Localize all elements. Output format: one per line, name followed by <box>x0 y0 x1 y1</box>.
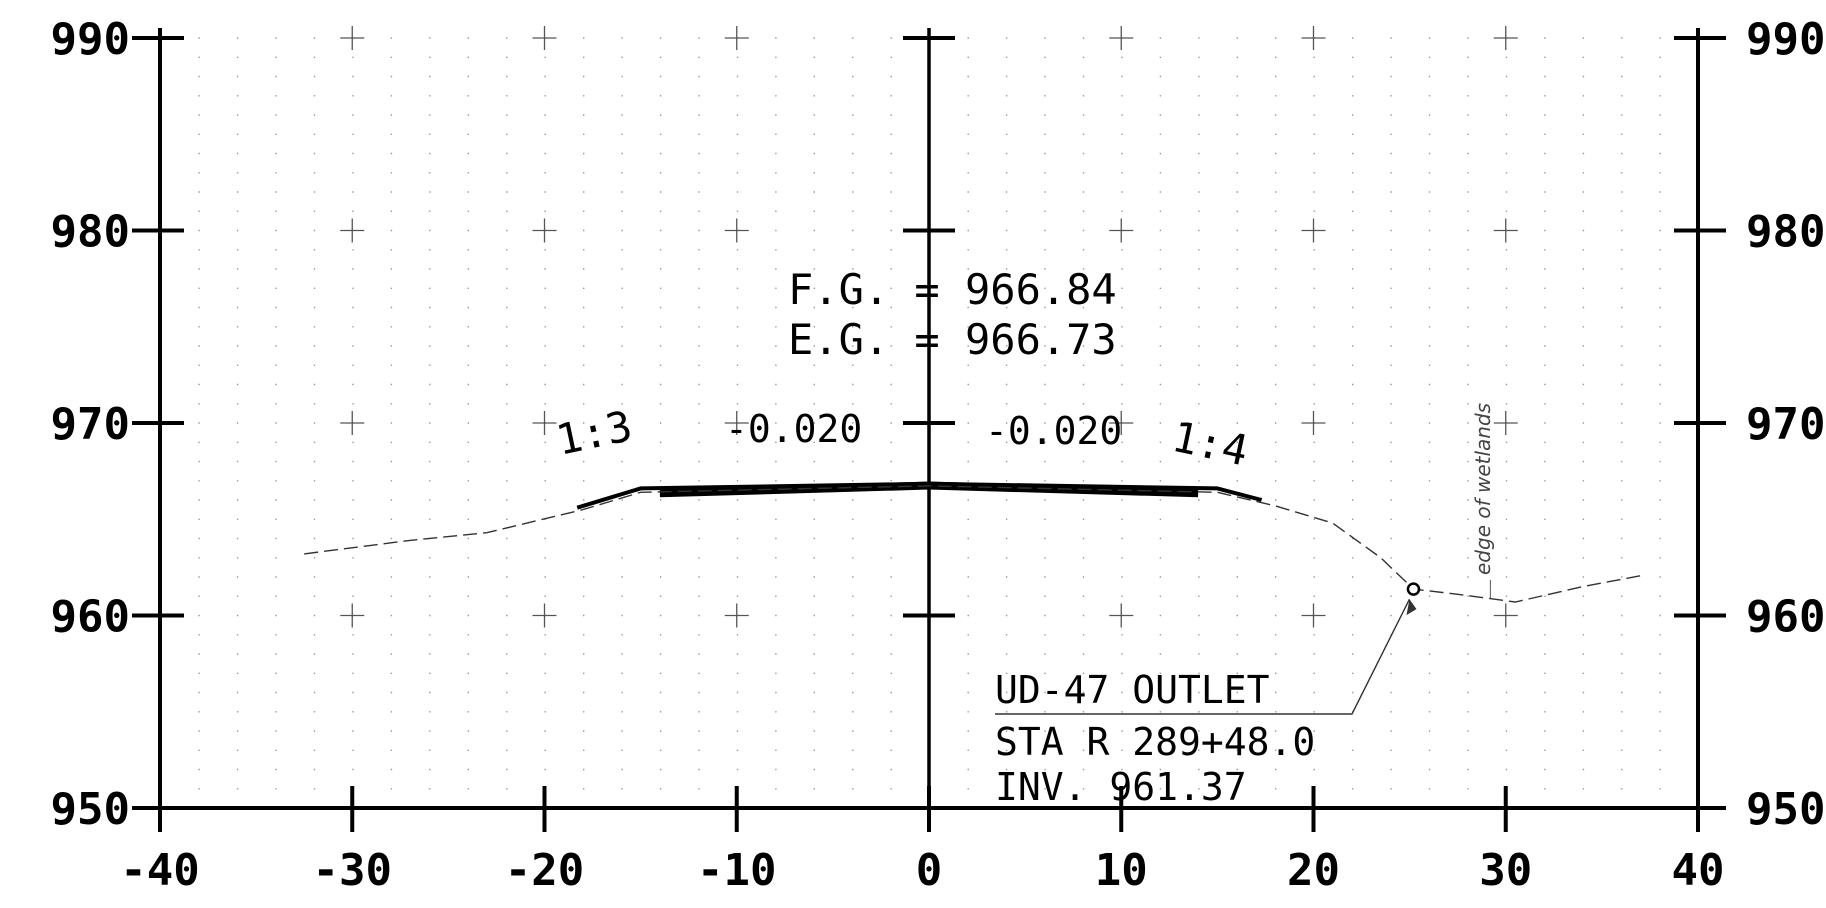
grid-cross <box>532 603 557 628</box>
x-tick-label: -40 <box>120 845 199 896</box>
x-tick-label: 10 <box>1095 845 1148 896</box>
slope-left-label: 1:3 <box>552 401 636 465</box>
outlet-station-label: STA R 289+48.0 <box>995 720 1315 764</box>
grid-cross <box>340 411 365 435</box>
axes <box>132 28 1726 832</box>
grid-cross <box>1109 411 1134 435</box>
grid-cross <box>532 26 557 50</box>
grid-cross <box>340 218 365 243</box>
existing-ground-label: E.G. = 966.73 <box>788 315 1117 364</box>
y-tick-label-left: 960 <box>51 592 130 643</box>
outlet-name-label: UD-47 OUTLET <box>995 668 1270 712</box>
y-tick-label-left: 950 <box>51 784 130 835</box>
grid-cross <box>532 218 557 243</box>
grid-cross <box>724 603 749 628</box>
grid-cross <box>340 603 365 628</box>
series-layer <box>304 481 1645 603</box>
y-tick-label-right: 980 <box>1746 207 1825 258</box>
x-tick-label: -10 <box>697 845 776 896</box>
outlet-invert-label: INV. 961.37 <box>995 765 1247 809</box>
cross-slope-left-label: -0.020 <box>725 407 862 451</box>
x-tick-label: 0 <box>916 845 943 896</box>
grid-cross <box>1301 218 1326 243</box>
tick-labels: -40 -30 -20 -10 0 10 20 30 40 990 980 970 960 950 990 9… <box>51 14 1826 896</box>
x-tick-label: -30 <box>313 845 392 896</box>
outlet-marker <box>1406 582 1421 596</box>
grid-cross <box>724 26 749 50</box>
grid-cross <box>1493 26 1518 50</box>
grid-cross <box>724 411 749 435</box>
existing-ground-line <box>304 485 1645 603</box>
x-tick-label: -20 <box>505 845 584 896</box>
cross-slope-right-label: -0.020 <box>985 409 1122 453</box>
outlet-leader-arrowhead <box>1406 599 1417 616</box>
grid-cross <box>1109 26 1134 50</box>
y-tick-label-right: 950 <box>1746 784 1825 835</box>
y-tick-label-right: 960 <box>1746 592 1825 643</box>
x-tick-label: 30 <box>1479 845 1532 896</box>
x-tick-label: 20 <box>1287 845 1340 896</box>
grid-cross <box>1493 411 1518 435</box>
y-tick-label-left: 990 <box>51 14 130 65</box>
leader-lines <box>995 580 1491 715</box>
outlet-leader-line <box>995 598 1411 715</box>
wetlands-note: edge of wetlands <box>1471 403 1495 575</box>
y-tick-label-right: 990 <box>1746 14 1825 65</box>
grid-cross <box>1301 411 1326 435</box>
grid-cross <box>1109 603 1134 628</box>
finished-grade-label: F.G. = 966.84 <box>788 265 1117 314</box>
y-tick-label-left: 970 <box>51 399 130 450</box>
grid-cross <box>1301 26 1326 50</box>
grid-cross-marks <box>340 26 1518 628</box>
grid-cross <box>1493 603 1518 628</box>
grid-cross <box>1493 218 1518 243</box>
x-tick-label: 40 <box>1672 845 1725 896</box>
grid-cross <box>340 26 365 50</box>
y-tick-label-right: 970 <box>1746 399 1825 450</box>
slope-right-label: 1:4 <box>1168 412 1252 476</box>
grid-cross <box>1301 603 1326 628</box>
grid-cross <box>724 218 749 243</box>
grid-cross <box>532 411 557 435</box>
grid-cross <box>1109 218 1134 243</box>
y-tick-label-left: 980 <box>51 207 130 258</box>
